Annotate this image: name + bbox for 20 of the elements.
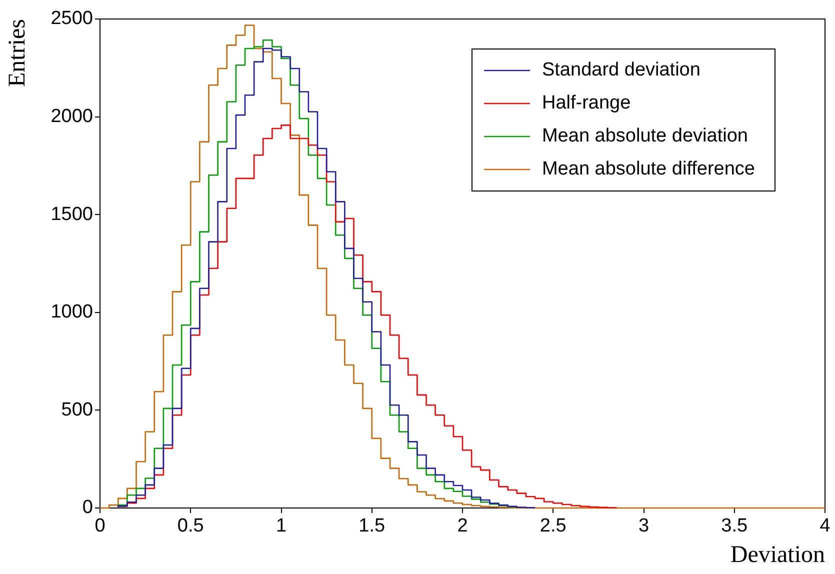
x-tick-label: 3	[638, 516, 650, 537]
y-tick-label: 2500	[50, 8, 93, 30]
y-axis-title: Entries	[4, 19, 31, 87]
y-tick-label: 0	[82, 497, 93, 518]
x-tick-label: 1.5	[358, 516, 386, 537]
x-tick-label: 2	[457, 516, 468, 537]
x-tick-label: 2.5	[540, 516, 566, 537]
legend-label: Mean absolute difference	[542, 158, 756, 180]
x-tick-label: 1	[276, 516, 287, 537]
x-tick-label: 0.5	[177, 516, 204, 537]
y-tick-label: 1000	[50, 302, 93, 323]
legend-label: Standard deviation	[542, 60, 700, 81]
x-tick-label: 3.5	[721, 516, 748, 537]
x-tick-label: 4	[820, 516, 831, 537]
y-tick-label: 2000	[50, 106, 93, 128]
legend-label: Half-range	[542, 92, 631, 114]
y-tick-label: 500	[61, 399, 93, 420]
y-tick-label: 1500	[50, 204, 93, 225]
x-axis-title: Deviation	[730, 542, 825, 568]
legend-label: Mean absolute deviation	[542, 126, 748, 147]
